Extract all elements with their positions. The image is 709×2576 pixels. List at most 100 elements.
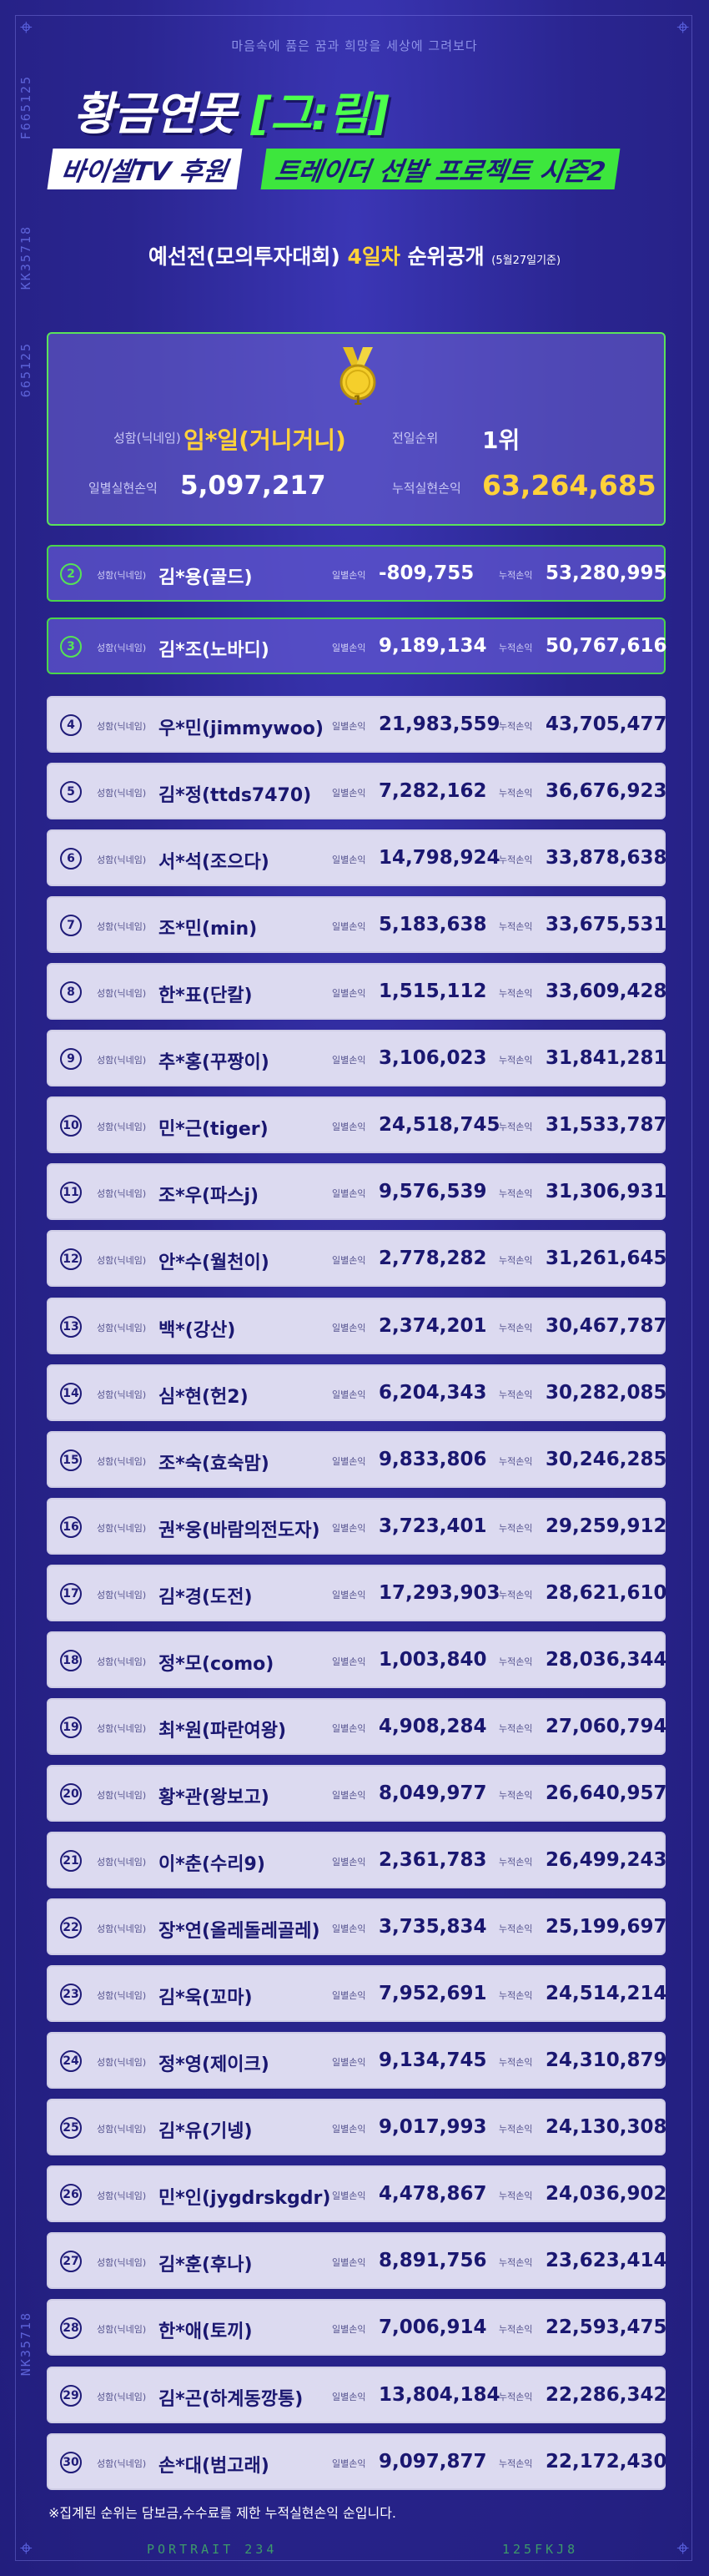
ranking-row: 10 성함(닉네임) 민*근(tiger) 일별손익 24,518,745 누적손익 31,… xyxy=(47,1096,667,1153)
daily-profit: 9,833,806 xyxy=(379,1449,487,1470)
cum-label: 누적손익 xyxy=(499,1990,533,2001)
heading-date: (5월27일기준) xyxy=(491,255,561,267)
ranking-row: 17 성함(닉네임) 김*경(도전) 일별손익 17,293,903 누적손익 28,621… xyxy=(47,1565,667,1621)
section-heading: 예선전(모의투자대회) 4일차 순위공개 (5월27일기준) xyxy=(0,240,709,270)
cumulative-profit: 50,767,616 xyxy=(546,635,667,657)
cumulative-profit: 25,199,697 xyxy=(546,1916,667,1938)
side-code-bottom: NK35718 xyxy=(18,2311,33,2377)
cumulative-profit: 31,261,645 xyxy=(546,1248,667,1269)
daily-profit: 8,891,756 xyxy=(379,2250,487,2271)
cum-label: 누적손익 xyxy=(499,1255,533,1266)
trader-name: 백*(강산) xyxy=(158,1320,236,1341)
cumulative-profit: 22,593,475 xyxy=(546,2316,667,2338)
daily-label: 일별손익 xyxy=(332,2392,366,2402)
daily-profit: 14,798,924 xyxy=(379,847,500,869)
name-label: 성함(닉네임) xyxy=(97,1389,147,1400)
rank-badge: 3 xyxy=(60,636,82,658)
rank-badge: 7 xyxy=(60,915,82,936)
daily-label: 일별손익 xyxy=(332,721,366,732)
trader-name: 조*민(min) xyxy=(158,919,258,940)
rank-badge: 11 xyxy=(60,1182,82,1203)
trader-name: 안*수(월천이) xyxy=(158,1253,269,1273)
cum-label: 누적손익 xyxy=(499,1790,533,1801)
daily-profit: 9,576,539 xyxy=(379,1181,487,1202)
decorative-frame xyxy=(15,15,692,2561)
winner-daily-value: 5,097,217 xyxy=(180,471,326,501)
daily-label: 일별손익 xyxy=(332,1122,366,1132)
daily-profit: 3,723,401 xyxy=(379,1515,487,1537)
cum-label: 누적손익 xyxy=(499,1323,533,1333)
daily-profit: 4,478,867 xyxy=(379,2183,487,2205)
gold-medal-icon xyxy=(339,347,376,401)
cumulative-profit: 28,621,610 xyxy=(546,1582,667,1604)
rank-badge: 12 xyxy=(60,1248,82,1270)
trader-name: 김*훈(후나) xyxy=(158,2255,253,2276)
cumulative-profit: 28,036,344 xyxy=(546,1649,667,1671)
winner-daily-label: 일별실현손익 xyxy=(88,481,158,496)
rank-badge: 17 xyxy=(60,1583,82,1605)
cumulative-profit: 29,259,912 xyxy=(546,1515,667,1537)
ranking-row: 4 성함(닉네임) 우*민(jimmywoo) 일별손익 21,983,559 누적손익 4… xyxy=(47,696,667,753)
daily-profit: 24,518,745 xyxy=(379,1114,500,1136)
trader-name: 조*숙(효숙맘) xyxy=(158,1454,269,1475)
ranking-row: 9 성함(닉네임) 추*홍(꾸짱이) 일별손익 3,106,023 누적손익 31,841,… xyxy=(47,1030,667,1086)
ranking-row: 27 성함(닉네임) 김*훈(후나) 일별손익 8,891,756 누적손익 23,623,… xyxy=(47,2232,667,2289)
ranking-row: 14 성함(닉네임) 심*현(헌2) 일별손익 6,204,343 누적손익 30,282,… xyxy=(47,1364,667,1421)
daily-profit: 2,778,282 xyxy=(379,1248,487,1269)
name-label: 성함(닉네임) xyxy=(97,643,147,653)
daily-profit: 8,049,977 xyxy=(379,1782,487,1804)
ranking-row: 15 성함(닉네임) 조*숙(효숙맘) 일별손익 9,833,806 누적손익 30,246… xyxy=(47,1431,667,1488)
cumulative-profit: 33,675,531 xyxy=(546,914,667,935)
name-label: 성함(닉네임) xyxy=(97,2057,147,2068)
cum-label: 누적손익 xyxy=(499,1188,533,1199)
daily-profit: 1,515,112 xyxy=(379,980,487,1002)
trader-name: 최*원(파란여왕) xyxy=(158,1721,287,1742)
daily-label: 일별손익 xyxy=(332,921,366,932)
daily-label: 일별손익 xyxy=(332,570,366,581)
rank-badge: 23 xyxy=(60,1984,82,2005)
cum-label: 누적손익 xyxy=(499,1523,533,1534)
cum-label: 누적손익 xyxy=(499,1656,533,1667)
daily-profit: 2,374,201 xyxy=(379,1315,487,1337)
rank-badge: 19 xyxy=(60,1716,82,1738)
rank-badge: 18 xyxy=(60,1650,82,1671)
daily-label: 일별손익 xyxy=(332,854,366,865)
name-label: 성함(닉네임) xyxy=(97,2257,147,2268)
trader-name: 김*욱(꼬마) xyxy=(158,1988,253,2009)
rank-badge: 9 xyxy=(60,1048,82,1070)
daily-profit: 17,293,903 xyxy=(379,1582,500,1604)
daily-profit: 7,282,162 xyxy=(379,780,487,802)
cum-label: 누적손익 xyxy=(499,2257,533,2268)
page-title: 황금연못 [그:림] xyxy=(73,77,390,143)
daily-label: 일별손익 xyxy=(332,1389,366,1400)
cumulative-profit: 31,533,787 xyxy=(546,1114,667,1136)
daily-profit: 3,735,834 xyxy=(379,1916,487,1938)
cumulative-profit: 22,286,342 xyxy=(546,2384,667,2406)
trader-name: 한*애(토끼) xyxy=(158,2321,253,2342)
cum-label: 누적손익 xyxy=(499,643,533,653)
prev-rank-value: 1위 xyxy=(482,426,520,454)
title-text: 황금연못 xyxy=(73,88,237,140)
ranking-row: 13 성함(닉네임) 백*(강산) 일별손익 2,374,201 누적손익 30,467,7… xyxy=(47,1298,667,1354)
footnote: ※집계된 순위는 담보금,수수료를 제한 누적실현손익 순입니다. xyxy=(48,2505,397,2521)
cum-label: 누적손익 xyxy=(499,2057,533,2068)
name-label: 성함(닉네임) xyxy=(97,1255,147,1266)
trader-name: 이*춘(수리9) xyxy=(158,1854,265,1875)
daily-profit: 3,106,023 xyxy=(379,1047,487,1069)
daily-profit: 5,183,638 xyxy=(379,914,487,935)
ranking-row: 20 성함(닉네임) 황*관(왕보고) 일별손익 8,049,977 누적손익 26,640… xyxy=(47,1765,667,1822)
name-label: 성함(닉네임) xyxy=(97,1055,147,1066)
rank-badge: 30 xyxy=(60,2452,82,2473)
cum-label: 누적손익 xyxy=(499,1923,533,1934)
cumulative-profit: 36,676,923 xyxy=(546,780,667,802)
trader-name: 김*유(기넹) xyxy=(158,2121,253,2142)
daily-profit: 6,204,343 xyxy=(379,1382,487,1404)
daily-label: 일별손익 xyxy=(332,1255,366,1266)
daily-label: 일별손익 xyxy=(332,2190,366,2201)
rank-badge: 21 xyxy=(60,1850,82,1872)
winner-cum-value: 63,264,685 xyxy=(482,469,656,502)
ranking-row: 12 성함(닉네임) 안*수(월천이) 일별손익 2,778,282 누적손익 31,261… xyxy=(47,1230,667,1287)
crosshair-icon: ⌖ xyxy=(20,15,33,40)
name-label: 성함(닉네임) xyxy=(97,1790,147,1801)
trader-name: 우*민(jimmywoo) xyxy=(158,718,324,739)
